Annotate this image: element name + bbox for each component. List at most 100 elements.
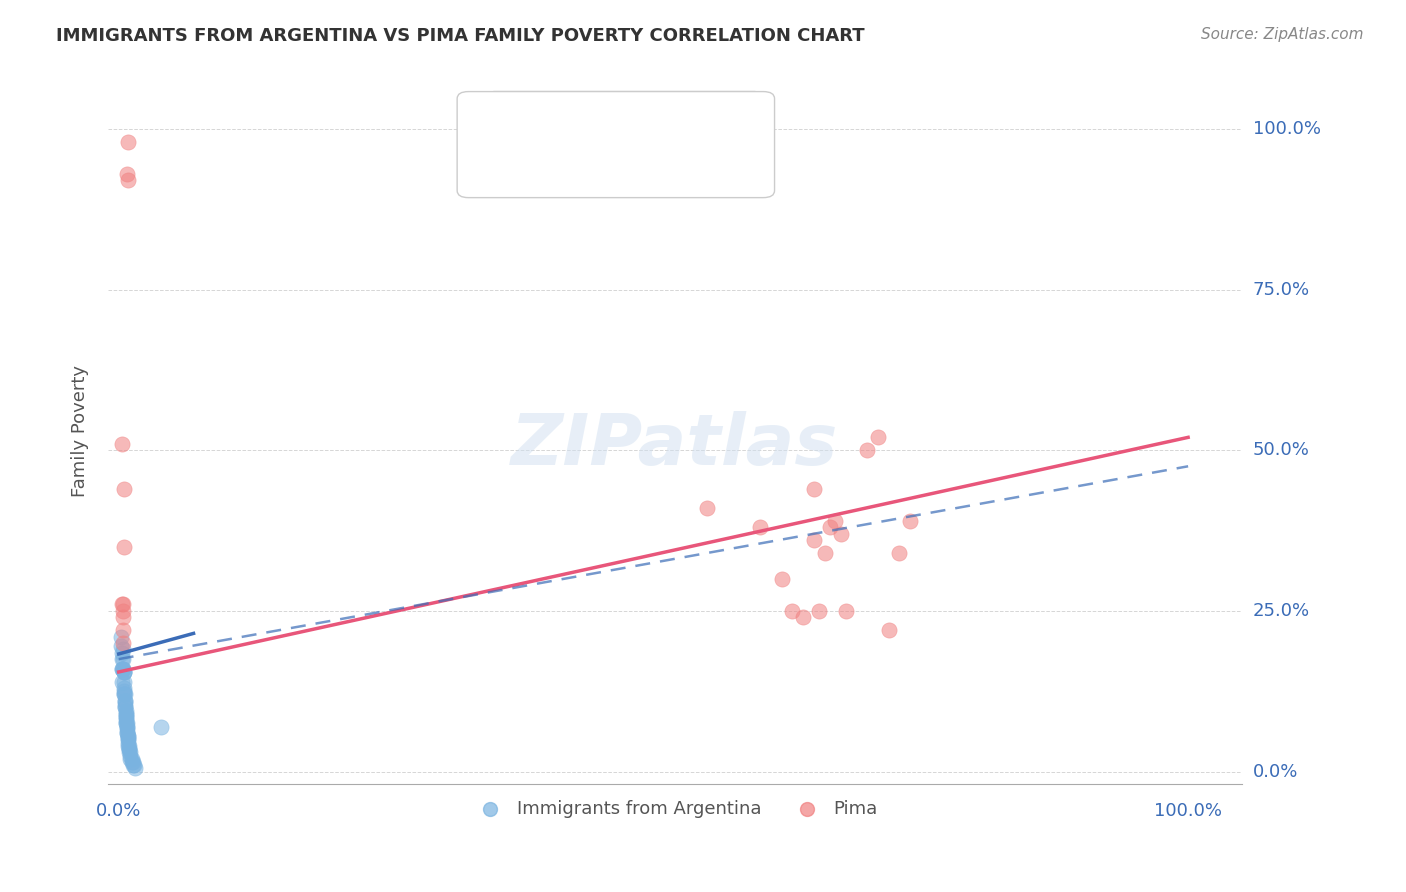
- Point: [114, 694, 136, 708]
- Point: [696, 501, 718, 516]
- Point: [115, 720, 138, 734]
- Point: [111, 642, 134, 657]
- Point: [115, 713, 138, 727]
- Point: [818, 520, 841, 534]
- Point: [111, 604, 134, 618]
- Point: [122, 758, 145, 772]
- Point: [115, 710, 138, 724]
- Point: [111, 646, 134, 660]
- Point: [770, 572, 793, 586]
- Point: [803, 533, 825, 548]
- Point: [808, 604, 831, 618]
- Point: [782, 604, 804, 618]
- Point: [115, 726, 138, 740]
- Point: [111, 636, 134, 650]
- Point: [117, 736, 139, 750]
- Point: [111, 662, 134, 676]
- Point: [120, 745, 142, 759]
- Point: [111, 652, 134, 666]
- Point: [118, 742, 141, 756]
- Point: [889, 546, 911, 560]
- Text: 0.0%: 0.0%: [96, 802, 142, 820]
- Point: [835, 604, 858, 618]
- Point: [114, 697, 136, 711]
- Point: [117, 729, 139, 743]
- Point: [824, 514, 846, 528]
- Point: [118, 745, 141, 759]
- Text: IMMIGRANTS FROM ARGENTINA VS PIMA FAMILY POVERTY CORRELATION CHART: IMMIGRANTS FROM ARGENTINA VS PIMA FAMILY…: [56, 27, 865, 45]
- Point: [749, 520, 772, 534]
- Point: [111, 437, 134, 451]
- Point: [124, 761, 146, 775]
- Point: [117, 739, 139, 753]
- Text: Source: ZipAtlas.com: Source: ZipAtlas.com: [1201, 27, 1364, 42]
- Point: [866, 430, 889, 444]
- Point: [112, 665, 135, 679]
- Point: [114, 688, 136, 702]
- Point: [112, 540, 135, 554]
- Point: [115, 167, 138, 181]
- Point: [118, 742, 141, 756]
- Point: [792, 610, 814, 624]
- Point: [856, 443, 879, 458]
- Point: [898, 514, 921, 528]
- Point: [117, 135, 139, 149]
- Point: [115, 716, 138, 731]
- Text: 50.0%: 50.0%: [1253, 442, 1309, 459]
- Point: [112, 688, 135, 702]
- Point: [110, 639, 132, 653]
- Point: [115, 706, 138, 721]
- Point: [830, 526, 852, 541]
- Point: [121, 758, 143, 772]
- Point: [111, 610, 134, 624]
- Point: [117, 173, 139, 187]
- Point: [121, 755, 143, 769]
- Point: [112, 688, 135, 702]
- Point: [114, 700, 136, 714]
- Point: [111, 662, 134, 676]
- Point: [117, 729, 139, 743]
- Point: [114, 694, 136, 708]
- Point: [877, 623, 900, 637]
- Point: [115, 716, 138, 731]
- Point: [111, 598, 134, 612]
- Point: [115, 710, 138, 724]
- Point: [115, 720, 138, 734]
- Point: [117, 732, 139, 747]
- Point: [111, 662, 134, 676]
- Point: [112, 665, 135, 679]
- Point: [111, 598, 134, 612]
- Point: [111, 674, 134, 689]
- Point: [121, 755, 143, 769]
- Point: [114, 700, 136, 714]
- Point: [111, 623, 134, 637]
- Point: [111, 662, 134, 676]
- FancyBboxPatch shape: [457, 92, 775, 198]
- Point: [115, 723, 138, 737]
- Legend: Immigrants from Argentina, Pima: Immigrants from Argentina, Pima: [464, 792, 884, 825]
- Point: [120, 752, 142, 766]
- Point: [112, 482, 135, 496]
- Point: [115, 726, 138, 740]
- Text: ZIPatlas: ZIPatlas: [512, 410, 838, 480]
- Point: [120, 748, 142, 763]
- Point: [112, 674, 135, 689]
- Point: [117, 732, 139, 747]
- Point: [150, 720, 173, 734]
- Point: [118, 739, 141, 753]
- Point: [111, 652, 134, 666]
- Point: [813, 546, 835, 560]
- Point: [112, 665, 135, 679]
- Text: 0.0%: 0.0%: [1253, 763, 1298, 780]
- Point: [112, 681, 135, 695]
- Text: 100.0%: 100.0%: [1154, 802, 1222, 820]
- Point: [110, 630, 132, 644]
- Point: [115, 704, 138, 718]
- Text: 25.0%: 25.0%: [1253, 602, 1310, 620]
- Text: 75.0%: 75.0%: [1253, 281, 1310, 299]
- Point: [803, 482, 825, 496]
- Point: [112, 684, 135, 698]
- Y-axis label: Family Poverty: Family Poverty: [72, 365, 89, 497]
- Point: [115, 706, 138, 721]
- Text: 100.0%: 100.0%: [1253, 120, 1320, 138]
